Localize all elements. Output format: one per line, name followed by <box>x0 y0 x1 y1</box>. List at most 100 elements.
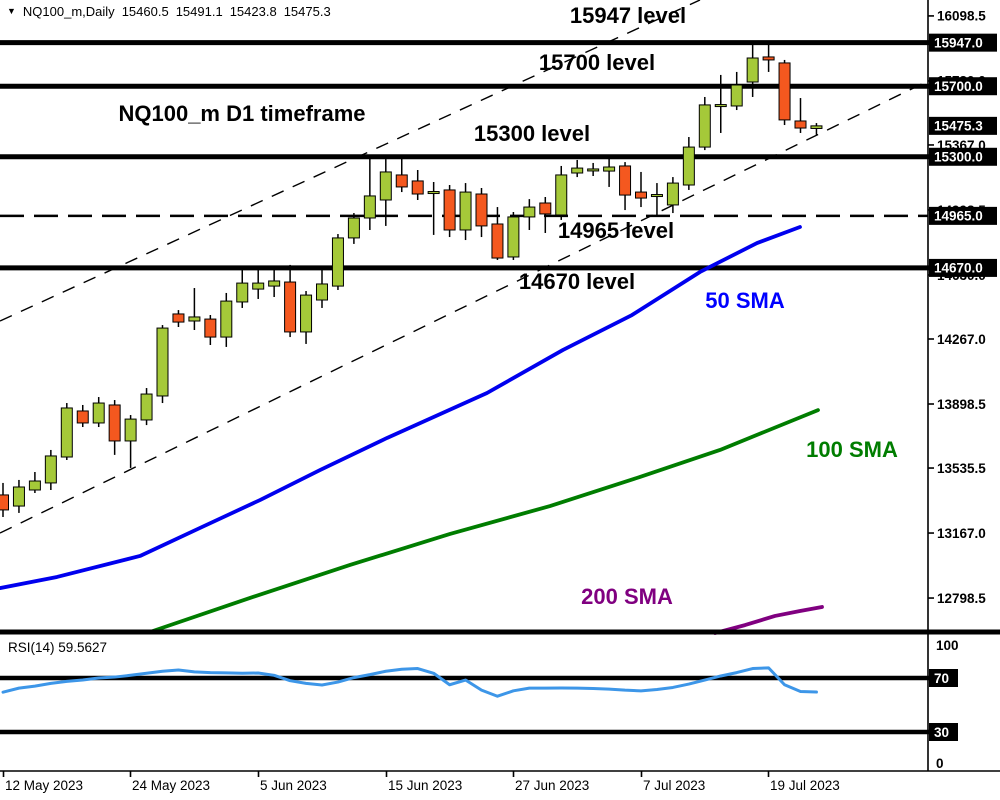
candle-body <box>619 165 632 196</box>
candle-body <box>762 56 775 61</box>
candle-body <box>475 193 488 227</box>
price-badge-label: 15947.0 <box>934 35 983 50</box>
rsi-line <box>1 666 818 698</box>
price-tick-label[interactable]: 16098.5 <box>937 9 986 24</box>
price-badge-label: 15300.0 <box>934 150 983 165</box>
candle-body <box>635 191 647 199</box>
candle-body <box>746 57 759 83</box>
candle-body <box>0 494 9 511</box>
rsi-badge-label: 70 <box>934 671 949 686</box>
candle-body <box>682 146 695 186</box>
candle-body <box>539 202 552 215</box>
price-badge <box>929 33 997 52</box>
candle-body <box>555 174 568 216</box>
candle-body <box>459 191 472 231</box>
candle-body <box>507 216 520 258</box>
candle-body <box>284 281 297 333</box>
quote-high: 15491.1 <box>175 3 223 19</box>
candle-body <box>220 300 233 338</box>
candle-body <box>108 404 121 442</box>
price-badge <box>929 147 997 166</box>
candle-body <box>666 182 679 206</box>
quote-open: 15460.5 <box>121 3 169 19</box>
price-tick-label[interactable]: 13535.5 <box>937 461 986 476</box>
candle-body <box>92 402 105 424</box>
candle-body <box>156 327 169 397</box>
date-tick-label[interactable]: 24 May 2023 <box>132 778 210 793</box>
rsi-badge <box>929 669 958 687</box>
sma-200-line <box>713 605 824 635</box>
candle-body <box>427 191 440 195</box>
rsi-badge <box>929 723 958 741</box>
sma-100-line <box>148 408 820 634</box>
symbol-dropdown-icon[interactable]: ▼ <box>7 5 16 16</box>
date-tick-label[interactable]: 5 Jun 2023 <box>260 778 327 793</box>
candle-body <box>44 455 57 484</box>
annotation-level-15300: 15300 level <box>473 121 591 146</box>
candle-body <box>236 282 249 303</box>
quote-low: 15423.8 <box>229 3 277 19</box>
annotation-sma50: 50 SMA <box>705 288 785 313</box>
candle-body <box>650 194 663 198</box>
candle-body <box>347 217 360 239</box>
rsi-tick-label[interactable]: 0 <box>936 756 944 771</box>
quote-close: 15475.3 <box>283 3 331 19</box>
trend-channel-line <box>0 80 929 534</box>
price-tick-label[interactable]: 13898.5 <box>937 397 986 412</box>
candle-body <box>587 168 600 172</box>
price-badge-label: 15475.3 <box>934 119 983 134</box>
candle-body <box>698 104 711 148</box>
date-tick-label[interactable]: 19 Jul 2023 <box>770 778 840 793</box>
price-badge-label: 14670.0 <box>934 261 983 276</box>
annotation-sma100: 100 SMA <box>806 437 898 462</box>
candle-body <box>379 171 392 201</box>
annotation-level-15947: 15947 level <box>569 3 687 28</box>
price-tick-label[interactable]: 14267.0 <box>937 332 986 347</box>
rsi-tick-label[interactable]: 100 <box>936 638 959 653</box>
symbol-header: ▼ NQ100_m,Daily 15460.5 15491.1 15423.8 … <box>7 3 331 19</box>
candle-body <box>204 318 217 338</box>
candle-body <box>60 407 73 458</box>
candle-body <box>268 280 281 287</box>
candle-body <box>523 206 536 218</box>
candle-body <box>12 486 25 507</box>
candle-body <box>363 195 376 219</box>
date-tick-label[interactable]: 12 May 2023 <box>5 778 83 793</box>
price-badge <box>929 206 997 225</box>
candle-body <box>730 84 743 107</box>
price-badge <box>929 116 997 135</box>
candle-body <box>188 316 201 322</box>
candle-body <box>794 120 807 129</box>
price-tick-label[interactable]: 12798.5 <box>937 591 986 606</box>
date-tick-label[interactable]: 27 Jun 2023 <box>515 778 589 793</box>
candle-body <box>778 62 791 121</box>
candle-body <box>300 294 313 333</box>
annotation-level-14670: 14670 level <box>518 269 636 294</box>
candle-body <box>331 237 344 287</box>
rsi-badge-label: 30 <box>934 725 949 740</box>
annotation-sma200: 200 SMA <box>581 584 673 609</box>
price-badge <box>929 258 997 277</box>
candle-body <box>411 180 424 195</box>
price-badge-label: 15700.0 <box>934 79 983 94</box>
candle-body <box>443 189 456 231</box>
candle-body <box>395 174 408 188</box>
date-tick-label[interactable]: 7 Jul 2023 <box>643 778 705 793</box>
candle-body <box>316 283 328 301</box>
candle-body <box>124 418 137 442</box>
candle-body <box>603 166 616 172</box>
candle-body <box>140 393 153 421</box>
price-tick-label[interactable]: 13167.0 <box>937 526 986 541</box>
candle-body <box>491 223 504 259</box>
symbol-name: NQ100_m,Daily <box>22 3 115 19</box>
candle-body <box>571 167 584 174</box>
candle-body <box>810 125 823 129</box>
price-badge <box>929 77 997 96</box>
annotation-level-14965: 14965 level <box>557 218 675 243</box>
rsi-indicator-label: RSI(14) 59.5627 <box>8 640 108 655</box>
annotation-timeframe: NQ100_m D1 timeframe <box>118 101 366 126</box>
price-badge-label: 14965.0 <box>934 209 983 224</box>
date-tick-label[interactable]: 15 Jun 2023 <box>388 778 462 793</box>
